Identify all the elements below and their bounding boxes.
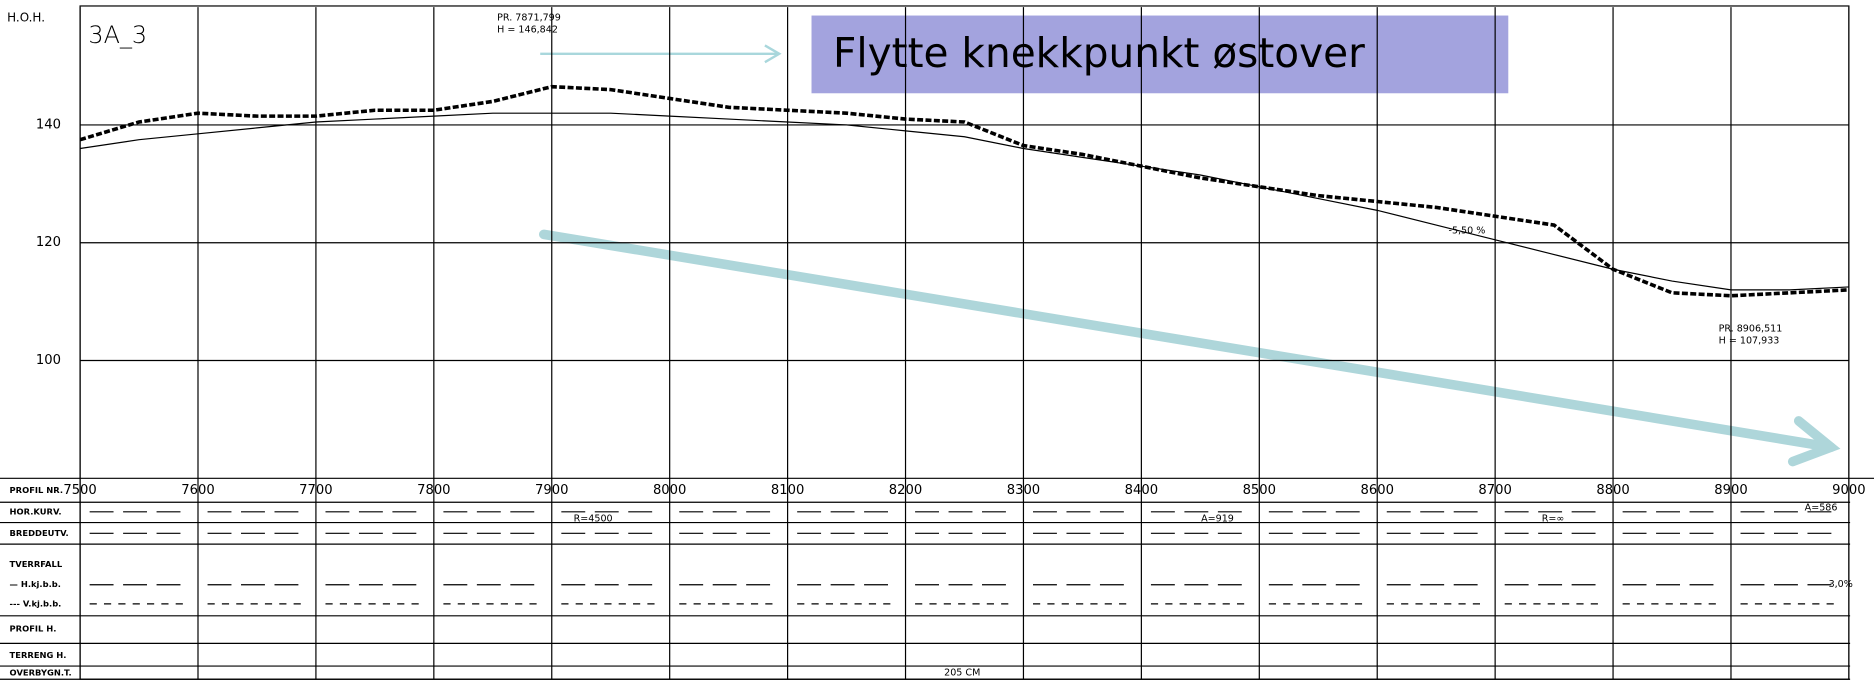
row-label: OVERBYGN.T.: [10, 668, 72, 678]
y-axis-label: H.O.H.: [7, 10, 45, 24]
annotation: A=919: [1201, 513, 1234, 524]
row-label: — H.kj.b.b.: [10, 579, 61, 589]
annotation: R=∞: [1542, 513, 1565, 524]
annotation: PR. 8906,511: [1719, 323, 1783, 334]
y-tick-label: 140: [36, 117, 61, 132]
profile-line: [79, 112, 1849, 291]
row-label: TVERRFALL: [10, 559, 63, 569]
row-label: --- V.kj.b.b.: [10, 598, 62, 608]
annotation: H = 146,842: [497, 24, 558, 35]
callout-box: [811, 15, 1509, 94]
thick-arrow: [539, 229, 1841, 467]
row-label: PROFIL NR.: [10, 485, 63, 495]
annotation: H = 107,933: [1719, 335, 1780, 346]
annotation: A=586: [1805, 503, 1838, 514]
annotation: R=4500: [574, 513, 613, 524]
row-label: BREDDEUTV.: [10, 528, 69, 538]
terrain-line: [79, 84, 1849, 298]
annotation: 3,0%: [1829, 579, 1853, 590]
callout-text: Flytte knekkpunkt østover: [833, 29, 1365, 77]
row-label: TERRENG H.: [10, 650, 67, 660]
chart-title: 3A_3: [88, 21, 147, 49]
annotation: -5,50 %: [1449, 225, 1486, 236]
thin-arrow: [540, 44, 782, 64]
y-tick-label: 120: [36, 235, 61, 250]
row-label: HOR.KURV.: [10, 506, 62, 516]
row-label: PROFIL H.: [10, 623, 57, 633]
y-tick-label: 100: [36, 353, 61, 368]
annotation: PR. 7871,799: [497, 12, 561, 23]
annotation: 205 CM: [944, 668, 980, 679]
